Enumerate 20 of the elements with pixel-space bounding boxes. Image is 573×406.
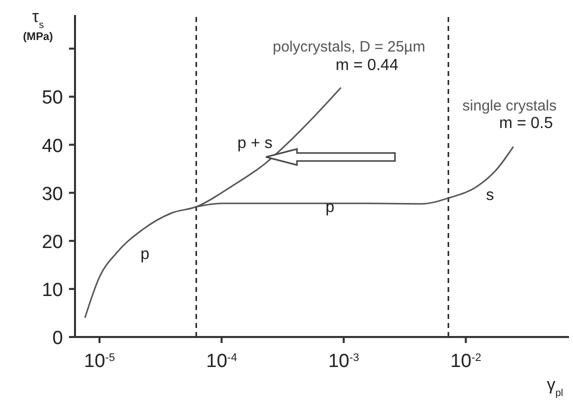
annotation: p [326, 199, 335, 216]
annotation: p + s [237, 135, 273, 152]
y-axis-title: τ$_{s}$ (MPa) [23, 7, 54, 43]
y-tick-label: 40 [42, 136, 63, 157]
x-tick-label: 10$^{-4}$ [206, 351, 238, 372]
y-tick-label: 0 [52, 328, 63, 349]
y-tick-label: 10 [42, 280, 63, 301]
annotation: m = 0.5 [499, 115, 553, 132]
y-tick-label: 30 [42, 184, 63, 205]
x-tick-label: 10$^{-3}$ [328, 351, 360, 372]
annotation: s [486, 187, 494, 204]
x-tick-label: 10$^{-5}$ [84, 351, 115, 372]
annotation: p [140, 246, 150, 263]
x-tick-label: 10$^{-2}$ [450, 351, 482, 372]
y-tick-label: 50 [42, 88, 63, 109]
text: single crystals [462, 98, 557, 115]
x-axis-title: γ$_{pl}$ [546, 375, 564, 398]
y-tick-label: 20 [42, 232, 63, 253]
text: polycrystals, D = 25µm [272, 38, 426, 56]
annotation: m = 0.44 [336, 57, 398, 74]
